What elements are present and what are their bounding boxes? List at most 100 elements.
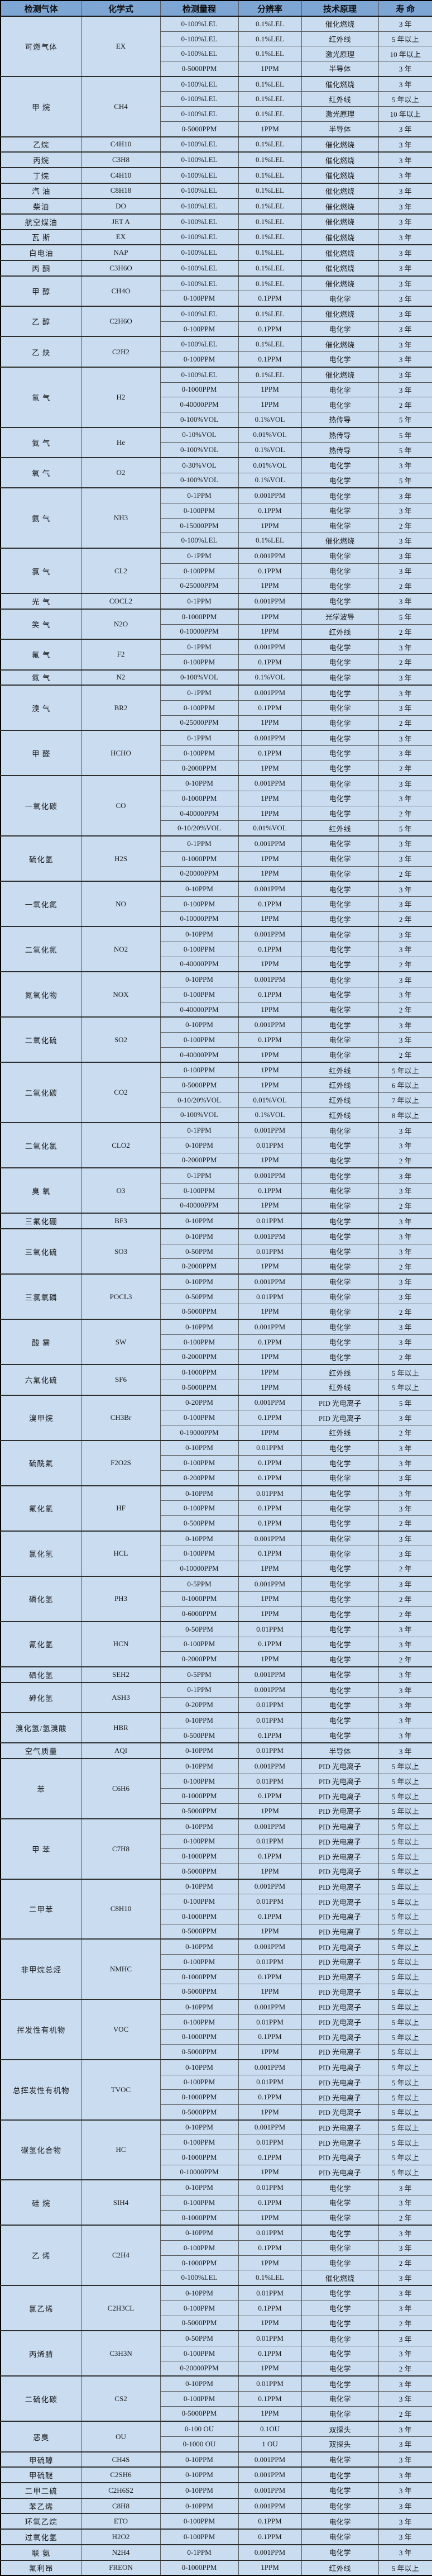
formula-cell: CH4: [81, 75, 161, 137]
range-cell: 0-1000PPM: [160, 1848, 239, 1864]
gas-name-cell: 乙 炔: [0, 336, 82, 368]
lifespan-cell: 2 年: [378, 1349, 432, 1365]
formula-cell: AQI: [81, 1742, 161, 1759]
principle-cell: 半导体: [301, 1742, 379, 1759]
table-row: 0-100PPM 0.1PPM PID 光电离子 3 年: [1, 1410, 432, 1425]
gas-name-cell: 丙烯腈: [0, 2330, 82, 2377]
range-cell: 0-15000PPM: [160, 517, 239, 534]
principle-cell: 催化燃烧: [301, 275, 379, 292]
range-cell: 0-30%VOL: [160, 457, 239, 473]
lifespan-cell: 3 年: [378, 2240, 432, 2256]
lifespan-cell: 3 年: [378, 775, 432, 792]
resolution-cell: 0.1PPM: [238, 654, 302, 671]
range-cell: 0-10PPM: [160, 1712, 239, 1728]
principle-cell: 电化学: [301, 1167, 379, 1184]
table-row: 甲 烷 CH4 0-100%LEL 0.1%LEL 催化燃烧 3 年: [0, 75, 432, 137]
table-row: 甲硫醚 C2SH6 0-10PPM 0.001PPM 电化学 3 年: [0, 2466, 432, 2483]
table-row: 0-100%LEL 0.1%LEL 催化燃烧 3 年: [1, 2270, 432, 2286]
table-row: 0-1000PPM 0.1PPM PID 光电离子 5 年以上: [1, 1969, 432, 1985]
table-row: 硅 烷 SIH4 0-10PPM 0.01PPM 电化学 3 年: [0, 2179, 432, 2226]
resolution-cell: 0.1%LEL: [238, 106, 302, 122]
range-cell: 0-100%LEL: [160, 366, 239, 383]
range-cell: 0-10PPM: [160, 1758, 239, 1774]
table-row: 0-10000PPM 1PPM 电化学 2 年: [1, 1561, 432, 1577]
lifespan-cell: 3 年: [378, 1228, 432, 1244]
lifespan-cell: 3 年: [378, 1243, 432, 1260]
table-row: 二甲二硫 C2H6S2 0-10PPM 0.001PPM 电化学 3 年: [0, 2482, 432, 2499]
lifespan-cell: 5 年以上: [378, 1758, 432, 1774]
lifespan-cell: 3 年: [378, 1213, 432, 1229]
formula-cell: ASH3: [81, 1681, 161, 1713]
table-row: 0-2000PPM 1PPM 电化学 2 年: [1, 1349, 432, 1365]
range-cell: 0-100PPM: [160, 1500, 239, 1517]
principle-cell: 电化学: [301, 1712, 379, 1728]
table-row: 氨 气 NH3 0-1PPM 0.001PPM 电化学 3 年: [0, 487, 432, 549]
formula-cell: C2H4: [81, 2225, 161, 2286]
gas-name-cell: 硅 烷: [0, 2179, 82, 2226]
table-row: 一氧化氮 NO 0-10PPM 0.001PPM 电化学 3 年: [0, 881, 432, 927]
principle-cell: 催化燃烧: [301, 151, 379, 168]
formula-cell: SW: [81, 1319, 161, 1365]
range-cell: 0-1000PPM: [160, 1908, 239, 1924]
range-cell: 0-100%LEL: [160, 244, 239, 261]
gas-name-cell: 氟 气: [0, 639, 82, 671]
table-row: 0-1000PPM 0.1PPM PID 光电离子 5 年以上: [1, 2029, 432, 2045]
lifespan-cell: 2 年: [378, 654, 432, 671]
table-row: 0-100PPM 0.1PPM 电化学 3 年: [1, 291, 432, 307]
resolution-cell: 0.001PPM: [238, 881, 302, 897]
range-cell: 0-100%LEL: [160, 182, 239, 199]
table-row: 丙 酮 C3H6O 0-100%LEL 0.1%LEL 催化燃烧 3 年: [0, 260, 432, 277]
lifespan-cell: 2 年: [378, 1001, 432, 1018]
formula-cell: O2: [81, 457, 161, 488]
principle-cell: 电化学: [301, 351, 379, 368]
lifespan-cell: 5 年: [378, 820, 432, 837]
table-row: 六氟化硫 SF6 0-1000PPM 1PPM 红外线 5 年以上: [0, 1364, 432, 1396]
lifespan-cell: 3 年: [378, 1137, 432, 1153]
table-row: 0-2000PPM 1PPM 电化学 2 年: [1, 760, 432, 776]
resolution-cell: 1PPM: [238, 517, 302, 534]
principle-cell: 电化学: [301, 2330, 379, 2346]
range-cell: 0-50PPM: [160, 1289, 239, 1305]
principle-cell: 电化学: [301, 1546, 379, 1562]
lifespan-cell: 3 年: [378, 457, 432, 473]
lifespan-cell: 3 年: [378, 167, 432, 184]
principle-cell: 电化学: [301, 805, 379, 821]
range-cell: 0-100PPM: [160, 563, 239, 579]
lifespan-cell: 3 年: [378, 2195, 432, 2211]
lifespan-cell: 3 年: [378, 2225, 432, 2241]
table-row: 乙烷 C4H10 0-100%LEL 0.1%LEL 催化燃烧 3 年: [0, 136, 432, 153]
principle-cell: 电化学: [301, 1001, 379, 1018]
principle-cell: 红外线: [301, 31, 379, 47]
table-row: 二氧化碳 CO2 0-100PPM 1PPM 红外线 5 年以上: [0, 1062, 432, 1123]
resolution-cell: 0.1PPM: [238, 1182, 302, 1199]
range-cell: 0-10PPM: [160, 2375, 239, 2392]
principle-cell: 催化燃烧: [301, 167, 379, 184]
range-cell: 0-100PPM: [160, 1546, 239, 1562]
resolution-cell: 1PPM: [238, 2559, 302, 2576]
principle-cell: 催化燃烧: [301, 366, 379, 383]
lifespan-cell: 3 年: [378, 2330, 432, 2346]
principle-cell: 电化学: [301, 382, 379, 398]
table-row: 瓦 斯 EX 0-100%LEL 0.1%LEL 催化燃烧 3 年: [0, 229, 432, 245]
principle-cell: 电化学: [301, 291, 379, 307]
principle-cell: 电化学: [301, 2451, 379, 2468]
principle-cell: 电化学: [301, 487, 379, 504]
resolution-cell: 1PPM: [238, 2315, 302, 2331]
resolution-cell: 0.1PPM: [238, 700, 302, 716]
resolution-cell: 0.01%VOL: [238, 1092, 302, 1108]
lifespan-cell: 5 年以上: [378, 1954, 432, 1970]
principle-cell: 电化学: [301, 1273, 379, 1290]
principle-cell: 电化学: [301, 1289, 379, 1305]
range-cell: 0-100PPM: [160, 503, 239, 519]
resolution-cell: 0.1%VOL: [238, 472, 302, 488]
resolution-cell: 0.01PPM: [238, 1773, 302, 1789]
resolution-cell: 1PPM: [238, 624, 302, 640]
table-row: 磷化氢 PH3 0-5PPM 0.001PPM 电化学 3 年: [0, 1575, 432, 1622]
resolution-cell: 0.1PPM: [238, 1334, 302, 1350]
lifespan-cell: 5 年以上: [378, 2135, 432, 2150]
principle-cell: 电化学: [301, 926, 379, 942]
resolution-cell: 1PPM: [238, 608, 302, 625]
lifespan-cell: 8 年以上: [378, 1107, 432, 1123]
lifespan-cell: 3 年: [378, 2345, 432, 2361]
lifespan-cell: 5 年: [378, 426, 432, 443]
